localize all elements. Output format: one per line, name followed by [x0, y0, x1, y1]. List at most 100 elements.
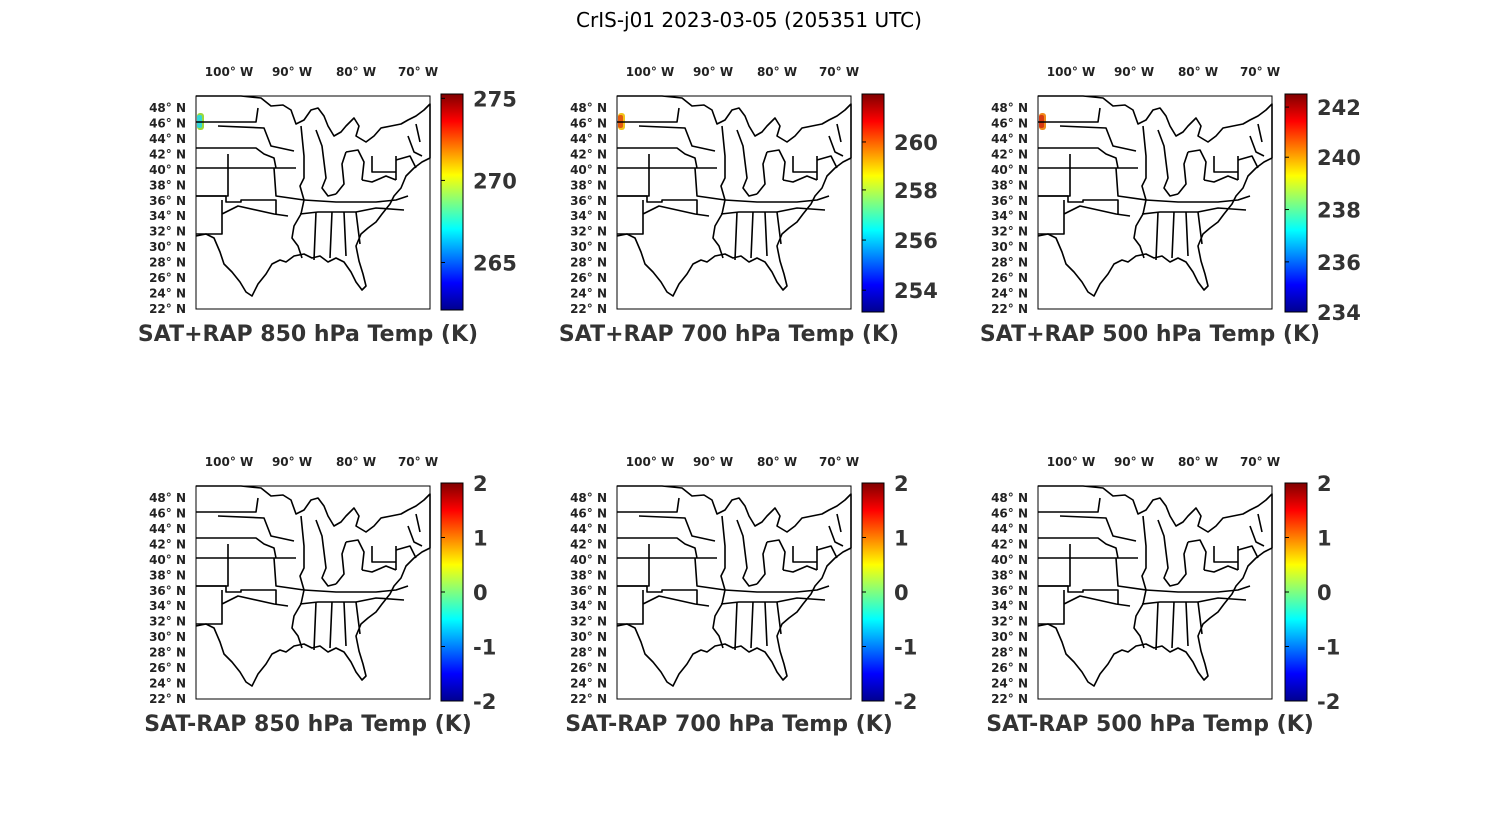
lat-tick-label: 40° N [991, 553, 1028, 567]
lat-tick-label: 22° N [991, 692, 1028, 706]
colorbar-tick-label: 1 [894, 527, 909, 551]
lat-tick-label: 36° N [991, 584, 1028, 598]
state-border [617, 590, 710, 625]
state-border [299, 125, 305, 201]
lat-tick-label: 32° N [149, 615, 186, 629]
panel-caption: SAT+RAP 850 hPa Temp (K) [138, 322, 478, 347]
state-border [720, 125, 726, 201]
lat-tick-label: 40° N [149, 553, 186, 567]
lon-tick-label: 90° W [693, 455, 733, 469]
colorbar-tick-label: 258 [894, 179, 938, 203]
state-border [756, 149, 786, 195]
lat-tick-label: 48° N [149, 101, 186, 115]
colorbar-tick-label: -1 [1317, 636, 1340, 660]
state-border [734, 211, 782, 261]
lon-tick-label: 90° W [272, 65, 312, 79]
colorbar-tick-label: 242 [1317, 96, 1361, 120]
lat-tick-label: 34° N [991, 209, 1028, 223]
state-border [1141, 515, 1147, 591]
colorbar-tick-label: 2 [1317, 472, 1332, 496]
lon-tick-label: 100° W [626, 455, 674, 469]
lon-tick-label: 80° W [1178, 455, 1218, 469]
lat-tick-label: 32° N [991, 225, 1028, 239]
lat-tick-label: 48° N [991, 101, 1028, 115]
lat-tick-label: 30° N [991, 240, 1028, 254]
state-border [724, 195, 830, 203]
panel-caption: SAT-RAP 700 hPa Temp (K) [565, 712, 893, 737]
state-border [303, 195, 409, 203]
lat-tick-label: 22° N [570, 692, 607, 706]
state-border [313, 601, 361, 651]
state-border [1213, 545, 1259, 563]
colorbar-tick-label: 265 [473, 251, 517, 275]
colorbar-tick-label: 256 [894, 229, 938, 253]
state-border [303, 585, 409, 593]
lat-tick-label: 34° N [149, 599, 186, 613]
state-border [1213, 155, 1259, 173]
state-border [736, 129, 758, 197]
state-border [1038, 195, 1119, 214]
lat-tick-label: 46° N [149, 506, 186, 520]
state-border [734, 601, 782, 651]
lon-tick-label: 80° W [336, 455, 376, 469]
lon-tick-label: 90° W [1114, 455, 1154, 469]
lat-tick-label: 44° N [570, 522, 607, 536]
lat-tick-label: 46° N [991, 116, 1028, 130]
lat-tick-label: 36° N [991, 194, 1028, 208]
lat-tick-label: 40° N [570, 163, 607, 177]
state-border [313, 211, 361, 261]
state-border [1157, 519, 1179, 587]
colorbar-tick-label: 238 [1317, 199, 1361, 223]
state-border [1115, 167, 1147, 259]
lat-tick-label: 24° N [570, 677, 607, 691]
figure-title: CrIS-j01 2023-03-05 (205351 UTC) [576, 8, 922, 32]
colorbar-tick-label: -2 [1317, 690, 1340, 714]
lat-tick-label: 42° N [149, 537, 186, 551]
lat-tick-label: 44° N [991, 132, 1028, 146]
lon-tick-label: 90° W [693, 65, 733, 79]
lat-tick-label: 38° N [570, 178, 607, 192]
state-border [1038, 585, 1119, 604]
state-border [1145, 195, 1251, 203]
lat-tick-label: 38° N [991, 568, 1028, 582]
colorbar-tick-label: -1 [473, 636, 496, 660]
lat-tick-label: 28° N [570, 646, 607, 660]
state-border [196, 590, 289, 625]
colorbar-tick-label: 0 [473, 581, 488, 605]
us-state-borders [1037, 95, 1273, 297]
state-border [335, 149, 365, 195]
state-border [273, 167, 305, 259]
lat-tick-label: 22° N [991, 302, 1028, 316]
lat-tick-label: 24° N [991, 677, 1028, 691]
state-border [1249, 513, 1265, 547]
lat-tick-label: 30° N [149, 240, 186, 254]
lat-tick-label: 44° N [570, 132, 607, 146]
us-state-borders [1037, 485, 1273, 687]
state-border [196, 585, 277, 604]
lat-tick-label: 46° N [570, 506, 607, 520]
lat-tick-label: 28° N [149, 646, 186, 660]
lat-tick-label: 48° N [991, 491, 1028, 505]
lat-tick-label: 38° N [991, 178, 1028, 192]
lon-tick-label: 90° W [272, 455, 312, 469]
lat-tick-label: 34° N [991, 599, 1028, 613]
state-border [1038, 497, 1137, 542]
state-border [736, 519, 758, 587]
map-panel-sat-minus-rap-700: 100° W 90° W 80° W 70° W 48° N46° N 44° N42° … [565, 455, 917, 737]
state-border [617, 497, 716, 542]
colorbar-tick-label: 275 [473, 87, 517, 111]
lat-tick-label: 42° N [149, 147, 186, 161]
state-border [407, 123, 423, 157]
lat-tick-label: 42° N [570, 537, 607, 551]
lat-tick-label: 28° N [991, 646, 1028, 660]
panel-caption: SAT-RAP 500 hPa Temp (K) [986, 712, 1314, 737]
lat-tick-label: 34° N [570, 209, 607, 223]
colorbar-tick-label: 234 [1317, 301, 1361, 325]
lat-tick-label: 26° N [991, 661, 1028, 675]
state-border [299, 515, 305, 591]
lon-tick-label: 100° W [1047, 65, 1095, 79]
state-border [196, 195, 277, 214]
lon-tick-label: 70° W [1240, 455, 1280, 469]
lat-tick-label: 36° N [570, 194, 607, 208]
